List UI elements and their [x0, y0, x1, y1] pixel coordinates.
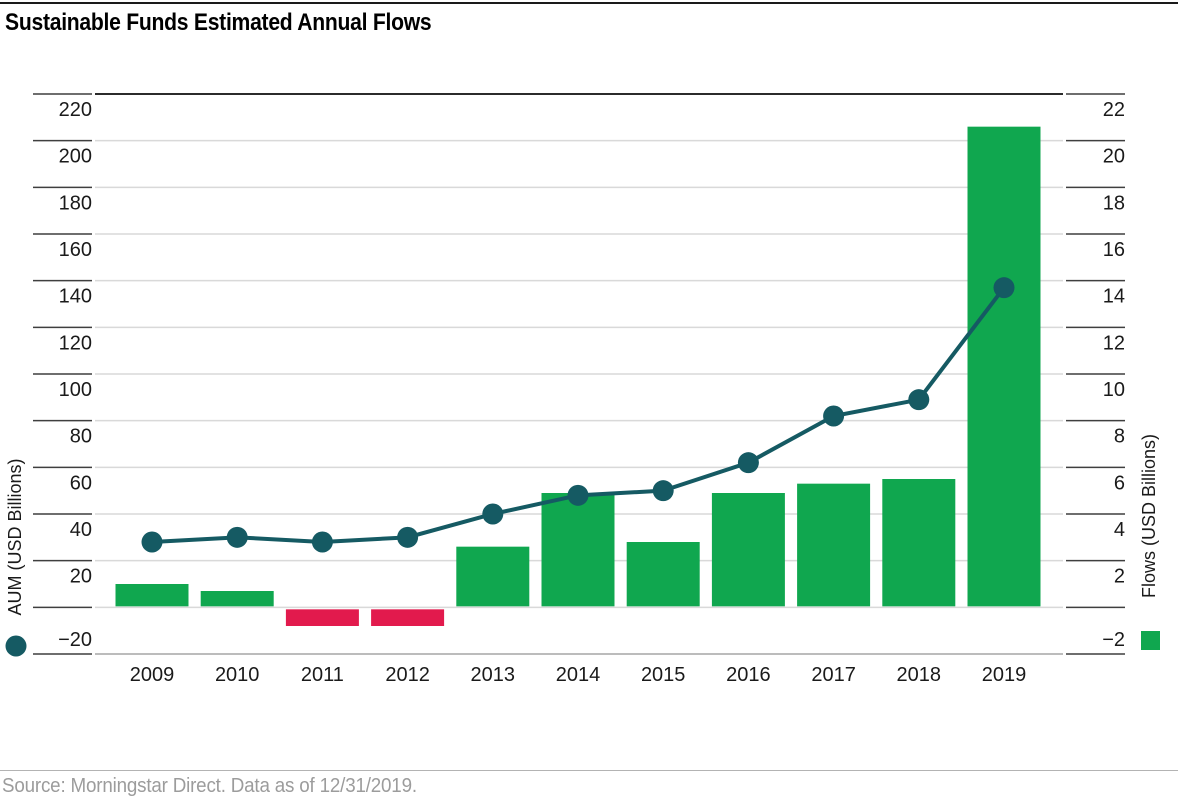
x-label-2019: 2019 — [982, 664, 1027, 686]
aum-point-2014 — [567, 484, 589, 506]
x-label-2015: 2015 — [641, 664, 686, 686]
aum-point-2019 — [993, 277, 1015, 299]
bar-2019 — [967, 126, 1041, 607]
left-axis-label-40: 40 — [70, 519, 92, 541]
bar-2018 — [882, 479, 956, 607]
left-axis-label-60: 60 — [70, 472, 92, 494]
bar-2016 — [711, 493, 785, 607]
bar-2013 — [456, 546, 530, 607]
left-axis-label-120: 120 — [59, 332, 92, 354]
aum-point-2011 — [311, 531, 333, 553]
right-axis-label-8: 8 — [1114, 426, 1125, 448]
left-axis-label-180: 180 — [59, 192, 92, 214]
source-note: Source: Morningstar Direct. Data as of 1… — [2, 775, 417, 797]
aum-point-2012 — [397, 526, 419, 548]
right-axis-label-12: 12 — [1103, 332, 1125, 354]
x-label-2017: 2017 — [811, 664, 856, 686]
aum-point-2017 — [823, 405, 845, 427]
bar-2011 — [285, 609, 359, 626]
aum-point-2009 — [141, 531, 163, 553]
right-axis-label-22: 22 — [1103, 99, 1125, 121]
right-axis-label-20: 20 — [1103, 146, 1125, 168]
aum-point-2016 — [737, 452, 759, 474]
right-axis-label-4: 4 — [1114, 519, 1125, 541]
x-label-2010: 2010 — [215, 664, 260, 686]
bar-2009 — [115, 584, 189, 607]
x-label-2011: 2011 — [301, 664, 344, 686]
aum-legend-dot-icon — [5, 635, 27, 657]
aum-point-2010 — [226, 526, 248, 548]
x-label-2014: 2014 — [556, 664, 601, 686]
bar-2010 — [200, 591, 274, 607]
left-axis-label-220: 220 — [59, 99, 92, 121]
x-label-2013: 2013 — [471, 664, 516, 686]
left-axis-label--20: −20 — [58, 629, 92, 651]
left-axis-label-140: 140 — [59, 286, 92, 308]
top-rule — [0, 2, 1178, 4]
right-axis-label-2: 2 — [1114, 566, 1125, 588]
aum-point-2015 — [652, 480, 674, 502]
right-axis-label-16: 16 — [1103, 239, 1125, 261]
right-axis-label-18: 18 — [1103, 192, 1125, 214]
right-axis-label--2: −2 — [1102, 629, 1125, 651]
chart-title: Sustainable Funds Estimated Annual Flows — [5, 9, 432, 36]
left-axis-label-20: 20 — [70, 566, 92, 588]
x-label-2018: 2018 — [897, 664, 942, 686]
aum-point-2018 — [908, 389, 930, 411]
right-axis-label-6: 6 — [1114, 472, 1125, 494]
bar-2015 — [626, 542, 700, 607]
left-axis-label-160: 160 — [59, 239, 92, 261]
x-label-2012: 2012 — [385, 664, 430, 686]
right-axis-label-10: 10 — [1103, 379, 1125, 401]
left-axis-label-200: 200 — [59, 146, 92, 168]
bar-2017 — [797, 483, 871, 607]
right-axis-label-14: 14 — [1103, 286, 1125, 308]
left-axis-title: AUM (USD Billions) — [5, 458, 25, 615]
left-axis-label-80: 80 — [70, 426, 92, 448]
bar-2012 — [371, 609, 445, 626]
bar-2014 — [541, 493, 615, 607]
x-label-2016: 2016 — [726, 664, 771, 686]
flows-legend-square-icon — [1141, 631, 1160, 650]
left-axis-label-100: 100 — [59, 379, 92, 401]
footer-rule — [0, 770, 1178, 771]
right-axis-title: Flows (USD Billions) — [1139, 434, 1159, 598]
x-label-2009: 2009 — [130, 664, 175, 686]
aum-point-2013 — [482, 503, 504, 525]
